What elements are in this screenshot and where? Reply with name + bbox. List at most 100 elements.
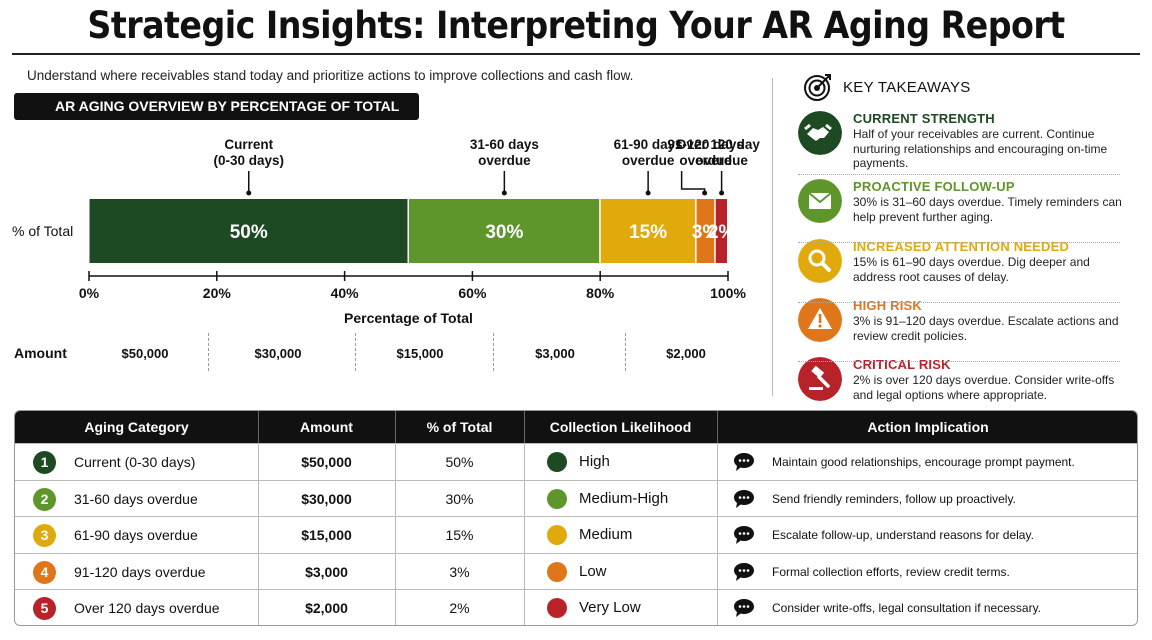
speech-bubble-icon [734,453,754,471]
amount-separator [355,333,356,371]
handshake-icon [798,111,842,155]
cell-amount: $50,000 [301,454,352,470]
warning-icon [798,298,842,342]
cell-amount: $15,000 [301,527,352,544]
column-separator [717,443,718,625]
bar-value-label-3: 15% [629,222,667,243]
x-tick-label: 60% [458,285,487,301]
category-pointer-dot-4 [702,190,708,196]
amount-value-4: $3,000 [535,346,575,361]
amount-value-2: $30,000 [254,346,302,361]
row-number-badge: 5 [33,597,56,621]
magnifier-icon [798,239,842,283]
category-pointer-dot-3 [645,190,651,196]
category-pointer-dot-5 [719,190,725,196]
x-tick-label: 80% [586,285,615,301]
aging-stacked-bar-chart: % of Total 50% Current(0-30 days) 30% 31-60 … [12,137,760,326]
cell-likelihood: Medium [579,526,633,544]
cell-percent: 3% [449,563,470,580]
takeaway-body: 15% is 61–90 days overdue. Dig deeper an… [853,255,1090,284]
takeaway-body: 2% is over 120 days overdue. Consider wr… [853,373,1115,402]
cell-action: Escalate follow-up, understand reasons f… [772,528,1034,543]
category-label-4: 91-120 days [667,137,744,152]
cell-category: 61-90 days overdue [74,527,198,544]
bar-value-label-5: 2% [708,222,736,243]
table-header: Aging Category Amount % of Total Collection… [15,411,1137,443]
bar-segment-2 [409,199,600,263]
category-label-4: overdue [679,153,732,168]
bar-segment-4 [696,199,715,263]
column-separator [524,443,525,625]
category-label-5: overdue [695,153,748,168]
bar-segment-5 [715,199,727,263]
bar-value-label-1: 50% [230,222,268,243]
takeaway-separator [798,361,1120,362]
cell-percent: 2% [449,600,470,617]
header-separator [395,411,396,443]
speech-bubble-icon [734,526,754,545]
category-label-1: Current [224,137,273,152]
takeaway-separator [798,242,1120,243]
page-subtitle: Understand where receivables stand today… [27,68,634,83]
cell-category: Over 120 days overdue [74,600,220,617]
cell-likelihood: Very Low [579,599,641,617]
takeaway-title: CURRENT STRENGTH [853,111,995,126]
x-tick-label: 100% [710,285,746,301]
title-divider [12,53,1140,55]
takeaway-title: PROACTIVE FOLLOW-UP [853,179,1015,194]
cell-likelihood: High [579,453,610,470]
cell-percent: 50% [445,454,474,470]
speech-bubble-icon [734,489,754,508]
column-header: Action Implication [867,419,989,435]
category-label-3: overdue [622,153,675,168]
cell-likelihood: Low [579,562,607,580]
row-number-badge: 2 [33,487,56,511]
table-row: 5 Over 120 days overdue $2,000 2% Very Low Co… [15,589,1137,625]
x-tick-label: 40% [331,285,360,301]
row-number-badge: 4 [33,560,56,584]
category-label-5: Over 120 days [676,137,760,152]
cell-category: 91-120 days overdue [74,563,206,580]
column-header: Aging Category [84,419,189,435]
cell-action: Maintain good relationships, encourage p… [772,455,1075,469]
speech-bubble-icon [734,562,754,581]
cell-likelihood: Medium-High [579,489,669,507]
amount-separator [625,333,626,371]
bar-segment-1 [89,199,408,263]
takeaway-item: PROACTIVE FOLLOW-UP 30% is 31–60 days ove… [798,179,1123,229]
takeaway-separator [798,174,1120,175]
header-separator [258,411,259,443]
category-label-3: 61-90 days [614,137,683,152]
takeaway-title: HIGH RISK [853,298,922,313]
page-title: Strategic Insights: Interpreting Your AR… [87,4,1065,47]
amount-separator [208,333,209,371]
header-separator [524,411,525,443]
takeaway-body: Half of your receivables are current. Co… [853,127,1108,170]
table-row: 2 31-60 days overdue $30,000 30% Medium-High… [15,479,1137,516]
cell-percent: 30% [445,490,474,507]
amount-value-5: $2,000 [666,346,706,361]
section-divider [772,78,773,396]
table-row: 3 61-90 days overdue $15,000 15% Medium Escal… [15,516,1137,552]
bar-segment-3 [600,199,696,263]
envelope-icon [798,179,842,223]
category-pointer-dot-2 [501,190,507,196]
takeaway-item: INCREASED ATTENTION NEEDED 15% is 61–90 d… [798,239,1123,289]
amount-separator [493,333,494,371]
cell-action: Consider write-offs, legal consultation … [772,601,1042,616]
likelihood-dot [547,561,567,582]
category-label-2: 31-60 days [470,137,539,152]
column-header: % of Total [426,419,493,435]
takeaway-item: CURRENT STRENGTH Half of your receivables… [798,111,1123,170]
cell-action: Send friendly reminders, follow up proac… [772,491,1016,506]
cell-amount: $30,000 [301,490,352,507]
x-axis-title: Percentage of Total [344,310,473,326]
amount-value-3: $15,000 [396,346,444,361]
key-takeaways-header: KEY TAKEAWAYS [803,72,971,102]
column-separator [395,443,396,625]
key-takeaways-title: KEY TAKEAWAYS [843,78,971,96]
table-row: 4 91-120 days overdue $3,000 3% Low Formal co… [15,552,1137,589]
row-number-badge: 3 [33,524,56,548]
takeaway-item: HIGH RISK 3% is 91–120 days overdue. Esca… [798,298,1123,348]
y-axis-label: % of Total [12,223,73,239]
